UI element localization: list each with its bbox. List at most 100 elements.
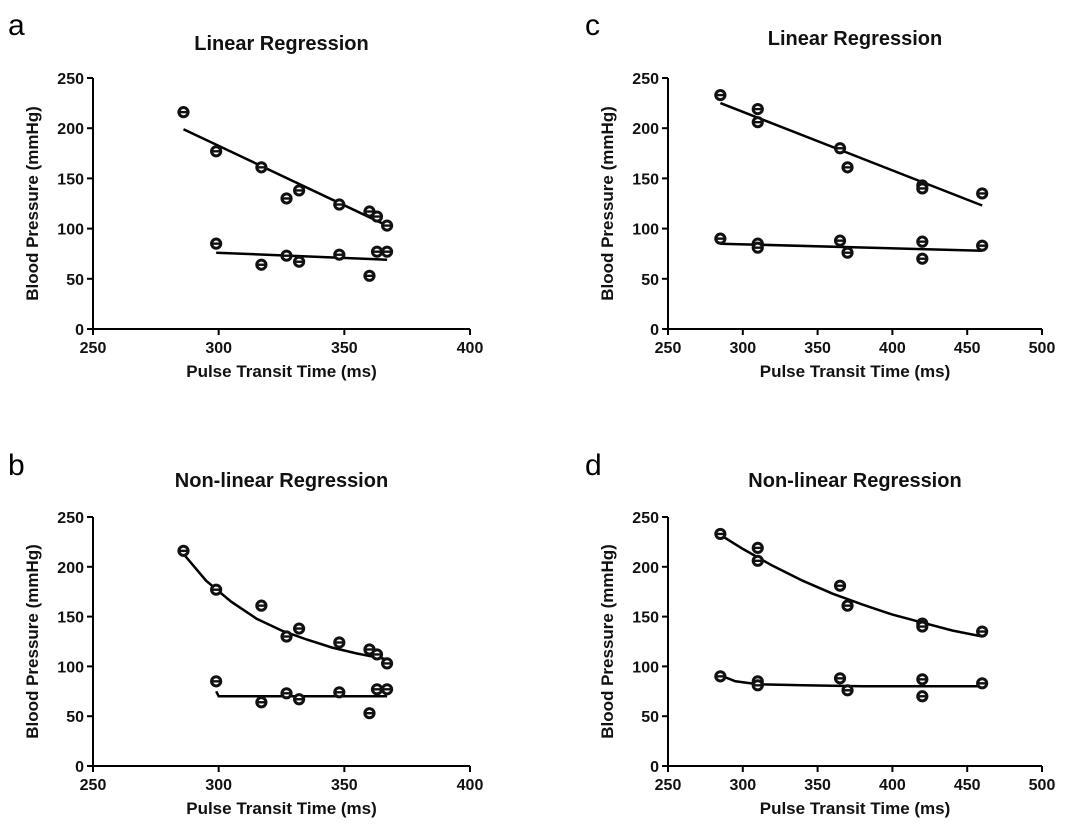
x-tick-label: 250 <box>80 777 107 794</box>
data-point <box>255 696 268 709</box>
x-axis-label: Pulse Transit Time (ms) <box>760 799 951 818</box>
x-axis-label: Pulse Transit Time (ms) <box>186 362 377 381</box>
chart-title: Non-linear Regression <box>748 470 961 492</box>
data-point <box>751 679 764 692</box>
chart-title: Linear Regression <box>194 33 369 55</box>
data-point <box>833 142 847 155</box>
data-point <box>280 630 293 643</box>
panel-d: d Non-linear Regression 0 50 100 150 200 250 250… <box>585 449 1055 818</box>
data-point <box>210 145 223 158</box>
data-point <box>255 599 268 612</box>
data-point <box>370 210 384 223</box>
data-point <box>292 255 306 268</box>
data-point <box>714 88 727 102</box>
data-point <box>714 527 727 541</box>
x-tick-label: 400 <box>879 777 906 794</box>
panel-letter: c <box>585 9 600 42</box>
y-axis-label: Blood Pressure (mmHg) <box>598 544 617 739</box>
data-point <box>363 269 376 282</box>
data-point <box>916 690 929 703</box>
data-point <box>751 554 764 567</box>
data-point <box>177 106 190 119</box>
x-tick-label: 250 <box>655 777 682 794</box>
regression-line-series-1 <box>182 128 388 227</box>
y-tick-label: 250 <box>57 71 84 88</box>
data-point <box>841 599 854 612</box>
data-point <box>292 622 306 635</box>
data-point <box>280 192 293 205</box>
x-tick-label: 400 <box>879 340 906 357</box>
y-tick-label: 200 <box>632 560 659 577</box>
panel-letter: b <box>8 449 25 482</box>
x-tick-label: 450 <box>954 777 981 794</box>
x-tick-label: 250 <box>655 340 682 357</box>
y-tick-label: 0 <box>75 322 84 339</box>
x-tick-label: 400 <box>457 340 484 357</box>
y-tick-label: 100 <box>57 222 84 239</box>
regression-curve-series-2 <box>215 690 388 698</box>
chart-title: Linear Regression <box>768 28 943 50</box>
x-tick-label: 350 <box>804 340 831 357</box>
data-point <box>280 249 293 262</box>
panel-letter: a <box>8 9 25 42</box>
y-tick-label: 100 <box>632 222 659 239</box>
data-point <box>976 625 989 638</box>
data-point <box>833 234 847 247</box>
y-tick-label: 100 <box>57 659 84 676</box>
x-tick-label: 500 <box>1029 340 1056 357</box>
data-point <box>751 103 764 116</box>
y-axis-label: Blood Pressure (mmHg) <box>598 106 617 301</box>
data-point <box>370 245 384 258</box>
y-tick-label: 0 <box>75 759 84 776</box>
y-tick-label: 250 <box>57 510 84 527</box>
y-tick-label: 200 <box>57 121 84 138</box>
y-tick-label: 150 <box>632 171 659 188</box>
data-point <box>210 237 223 250</box>
panel-a: a Linear Regression 0 50 100 150 200 250 250 300 3… <box>8 9 483 381</box>
data-point <box>841 161 854 174</box>
data-point <box>280 687 293 700</box>
y-tick-label: 0 <box>650 322 659 339</box>
data-point <box>916 252 929 265</box>
regression-line-series-2 <box>720 242 983 252</box>
data-point <box>292 184 306 197</box>
data-point <box>916 182 929 195</box>
data-point <box>255 161 268 174</box>
data-point <box>841 684 854 697</box>
data-point <box>380 683 394 696</box>
y-tick-label: 50 <box>641 272 659 289</box>
x-tick-label: 250 <box>80 340 107 357</box>
x-tick-label: 450 <box>954 340 981 357</box>
data-point <box>380 245 394 258</box>
x-tick-label: 350 <box>804 777 831 794</box>
chart-title: Non-linear Regression <box>175 470 388 492</box>
data-point <box>380 657 394 670</box>
data-point <box>714 232 727 245</box>
data-point <box>916 620 929 633</box>
x-tick-label: 300 <box>729 777 756 794</box>
data-point <box>751 541 764 554</box>
x-axis-label: Pulse Transit Time (ms) <box>760 362 951 381</box>
data-point <box>976 239 989 252</box>
regression-curve-series-2 <box>719 674 983 688</box>
y-tick-label: 250 <box>632 510 659 527</box>
data-point <box>714 670 727 683</box>
y-tick-label: 200 <box>632 121 659 138</box>
y-tick-label: 50 <box>641 709 659 726</box>
x-tick-label: 400 <box>457 777 484 794</box>
regression-curve-series-1 <box>182 553 388 661</box>
y-tick-label: 200 <box>57 560 84 577</box>
data-point <box>833 672 847 685</box>
x-tick-label: 300 <box>205 340 232 357</box>
data-point <box>751 116 764 129</box>
y-axis-label: Blood Pressure (mmHg) <box>23 106 42 301</box>
data-point <box>210 583 223 596</box>
data-point <box>380 219 394 232</box>
data-point <box>976 677 989 690</box>
y-tick-label: 150 <box>57 610 84 627</box>
x-tick-label: 500 <box>1029 777 1056 794</box>
data-point <box>210 675 223 688</box>
panel-letter: d <box>585 449 602 482</box>
data-point <box>333 248 346 261</box>
